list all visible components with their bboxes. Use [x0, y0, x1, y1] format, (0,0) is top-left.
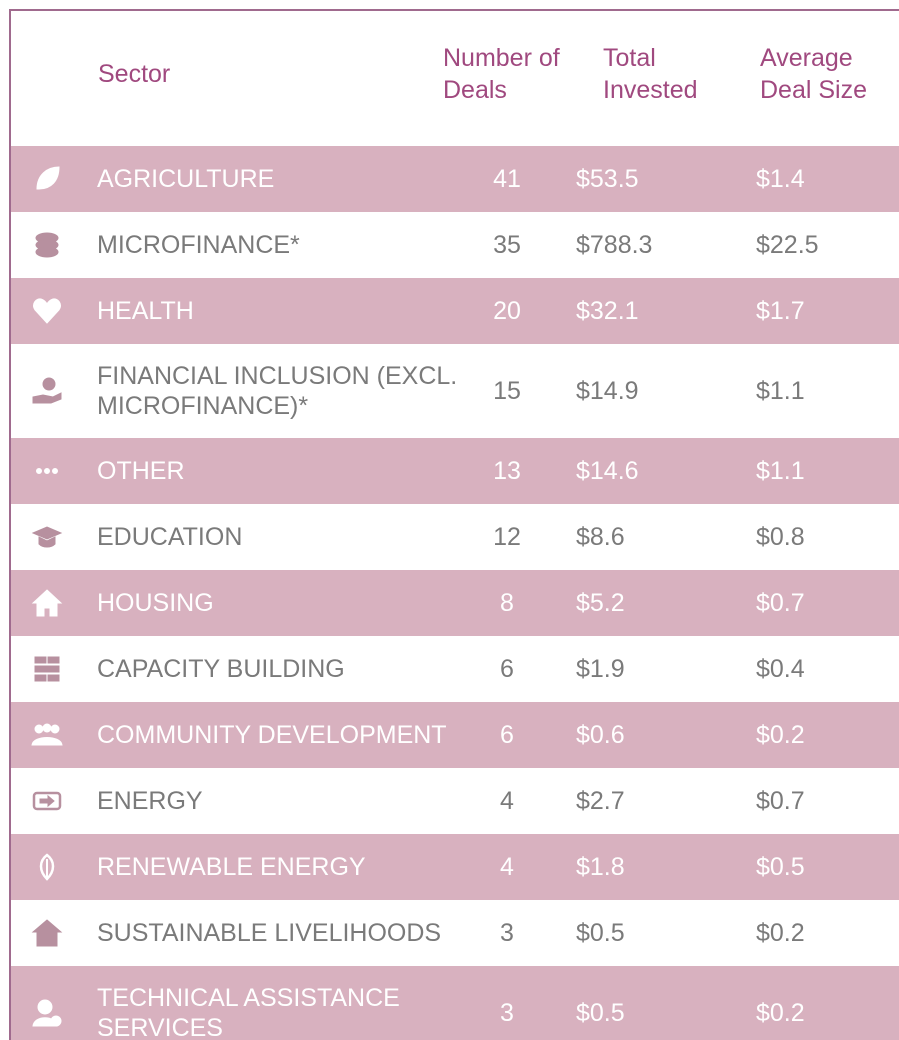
table-row: MICROFINANCE* 35 $788.3 $22.5 — [11, 212, 899, 278]
deals-cell: 12 — [493, 523, 521, 551]
deals-cell: 41 — [493, 165, 521, 193]
deals-cell: 20 — [493, 297, 521, 325]
avg-cell: $0.7 — [756, 787, 805, 815]
table-row: TECHNICAL ASSISTANCE SERVICES 3 $0.5 $0.2 — [11, 966, 899, 1040]
avg-cell: $1.4 — [756, 165, 805, 193]
icon — [36, 166, 60, 190]
icon — [31, 589, 63, 617]
sector-cell: CAPACITY BUILDING — [97, 655, 345, 683]
header-avg: Average Deal Size — [760, 44, 867, 104]
table-row: ENERGY 4 $2.7 $0.7 — [11, 768, 899, 834]
sector-cell: MICROFINANCE* — [97, 231, 300, 259]
sector-cell: FINANCIAL INCLUSION (EXCL. MICROFINANCE)… — [97, 362, 458, 420]
table-row: SUSTAINABLE LIVELIHOODS 3 $0.5 $0.2 — [11, 900, 899, 966]
icon — [31, 526, 63, 548]
deals-cell: 8 — [500, 589, 514, 617]
sector-icon — [15, 719, 79, 751]
avg-cell: $0.2 — [756, 999, 805, 1027]
avg-cell: $1.1 — [756, 377, 805, 405]
frame-top — [10, 9, 899, 11]
icon — [39, 853, 55, 881]
header-sector: Sector — [98, 60, 171, 88]
sector-cell: AGRICULTURE — [97, 165, 275, 193]
deals-cell: 15 — [493, 377, 521, 405]
sector-cell: COMMUNITY DEVELOPMENT — [97, 721, 447, 749]
deals-cell: 4 — [500, 853, 514, 881]
sector-cell: SUSTAINABLE LIVELIHOODS — [97, 919, 442, 947]
avg-cell: $0.8 — [756, 523, 805, 551]
icon — [31, 919, 63, 947]
sector-icon — [15, 917, 79, 949]
avg-cell: $0.7 — [756, 589, 805, 617]
table-row: FINANCIAL INCLUSION (EXCL. MICROFINANCE)… — [11, 344, 899, 438]
total-cell: $53.5 — [576, 165, 639, 193]
sector-cell: HOUSING — [97, 589, 214, 617]
table-row: OTHER 13 $14.6 $1.1 — [11, 438, 899, 504]
table-row: HEALTH 20 $32.1 $1.7 — [11, 278, 899, 344]
total-cell: $0.5 — [576, 919, 625, 947]
total-cell: $32.1 — [576, 297, 639, 325]
sector-icon — [15, 163, 79, 195]
sector-icon — [15, 785, 79, 817]
table-row: COMMUNITY DEVELOPMENT 6 $0.6 $0.2 — [11, 702, 899, 768]
avg-cell: $0.4 — [756, 655, 805, 683]
sector-cell: RENEWABLE ENERGY — [97, 853, 366, 881]
sector-icon — [15, 455, 79, 487]
sector-cell: TECHNICAL ASSISTANCE SERVICES — [97, 984, 400, 1040]
icon — [34, 656, 60, 682]
header-deals: Number of Deals — [443, 44, 560, 104]
total-cell: $14.9 — [576, 377, 639, 405]
deals-cell: 6 — [500, 721, 514, 749]
sector-icon — [15, 851, 79, 883]
total-cell: $14.6 — [576, 457, 639, 485]
total-cell: $1.8 — [576, 853, 625, 881]
avg-cell: $22.5 — [756, 231, 819, 259]
icon — [32, 377, 62, 404]
frame-left — [9, 9, 11, 1040]
deals-cell: 4 — [500, 787, 514, 815]
avg-cell: $1.1 — [756, 457, 805, 485]
table-row: AGRICULTURE 41 $53.5 $1.4 — [11, 146, 899, 212]
deals-cell: 35 — [493, 231, 521, 259]
total-cell: $8.6 — [576, 523, 625, 551]
header-total: Total Invested — [603, 44, 698, 104]
icon — [35, 232, 59, 258]
total-cell: $788.3 — [576, 231, 653, 259]
avg-cell: $0.2 — [756, 919, 805, 947]
table-row: HOUSING 8 $5.2 $0.7 — [11, 570, 899, 636]
sector-cell: OTHER — [97, 457, 185, 485]
sector-icon — [15, 521, 79, 553]
table-row: EDUCATION 12 $8.6 $0.8 — [11, 504, 899, 570]
sector-icon — [15, 587, 79, 619]
total-cell: $1.9 — [576, 655, 625, 683]
sector-icon — [15, 229, 79, 261]
icon — [31, 723, 63, 746]
avg-cell: $0.2 — [756, 721, 805, 749]
total-cell: $5.2 — [576, 589, 625, 617]
table-body: AGRICULTURE 41 $53.5 $1.4 MICROFINANCE* 35 $78… — [11, 146, 899, 1040]
table-row: CAPACITY BUILDING 6 $1.9 $0.4 — [11, 636, 899, 702]
sector-cell: EDUCATION — [97, 523, 243, 551]
sector-icon — [15, 653, 79, 685]
icon — [32, 791, 62, 811]
icon — [36, 468, 58, 474]
deals-cell: 13 — [493, 457, 521, 485]
table-row: RENEWABLE ENERGY 4 $1.8 $0.5 — [11, 834, 899, 900]
avg-cell: $0.5 — [756, 853, 805, 881]
icon — [32, 999, 62, 1027]
deals-cell: 3 — [500, 919, 514, 947]
deals-cell: 6 — [500, 655, 514, 683]
avg-cell: $1.7 — [756, 297, 805, 325]
total-cell: $2.7 — [576, 787, 625, 815]
total-cell: $0.6 — [576, 721, 625, 749]
sector-cell: HEALTH — [97, 297, 194, 325]
sector-icon — [15, 375, 79, 407]
total-cell: $0.5 — [576, 999, 625, 1027]
icon — [33, 298, 61, 324]
sector-cell: ENERGY — [97, 787, 203, 815]
sector-icon — [15, 997, 79, 1029]
sector-icon — [15, 295, 79, 327]
deals-cell: 3 — [500, 999, 514, 1027]
